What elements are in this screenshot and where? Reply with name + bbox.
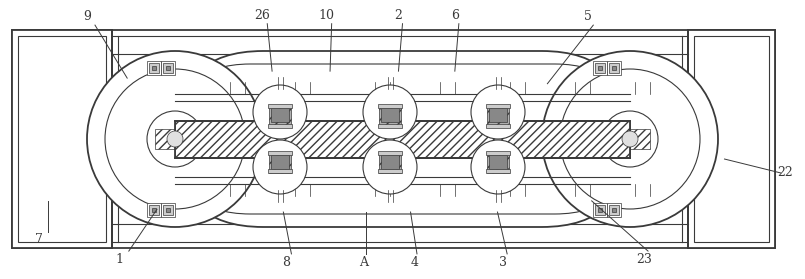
Bar xyxy=(610,129,650,149)
Text: 23: 23 xyxy=(636,253,652,266)
Bar xyxy=(609,63,619,73)
Bar xyxy=(378,124,402,128)
Bar xyxy=(152,208,156,212)
Circle shape xyxy=(471,85,525,139)
Bar xyxy=(593,61,607,75)
Bar xyxy=(152,66,156,70)
Circle shape xyxy=(542,51,718,227)
Bar xyxy=(12,30,112,248)
Circle shape xyxy=(602,111,658,167)
Bar xyxy=(269,153,291,173)
Bar xyxy=(688,30,775,248)
Bar xyxy=(487,153,509,173)
Bar xyxy=(166,66,170,70)
Bar xyxy=(609,205,619,215)
Bar xyxy=(268,151,292,155)
Bar xyxy=(486,104,510,108)
Bar xyxy=(271,155,289,169)
Bar xyxy=(271,108,289,122)
Bar xyxy=(268,124,292,128)
FancyBboxPatch shape xyxy=(175,64,630,214)
Circle shape xyxy=(560,69,700,209)
Text: 3: 3 xyxy=(499,256,507,269)
Bar xyxy=(598,66,602,70)
Bar xyxy=(12,30,775,248)
Bar xyxy=(161,61,175,75)
Text: 2: 2 xyxy=(394,9,402,22)
Bar xyxy=(163,63,173,73)
Bar xyxy=(18,36,106,242)
Bar xyxy=(147,203,161,217)
Bar xyxy=(155,129,195,149)
Circle shape xyxy=(147,111,203,167)
Bar xyxy=(598,208,602,212)
Circle shape xyxy=(253,85,307,139)
Bar xyxy=(149,205,159,215)
Bar xyxy=(381,108,399,122)
Bar xyxy=(612,66,616,70)
Circle shape xyxy=(471,140,525,194)
Text: 10: 10 xyxy=(318,9,334,22)
Bar xyxy=(161,203,175,217)
Bar xyxy=(486,124,510,128)
Bar xyxy=(166,208,170,212)
Bar xyxy=(486,169,510,173)
Bar xyxy=(612,208,616,212)
Circle shape xyxy=(622,131,638,147)
Text: 6: 6 xyxy=(451,9,459,22)
Bar xyxy=(593,203,607,217)
Bar xyxy=(269,106,291,126)
Bar xyxy=(607,203,621,217)
Bar xyxy=(378,151,402,155)
Bar xyxy=(595,63,605,73)
Circle shape xyxy=(105,69,245,209)
Bar xyxy=(268,169,292,173)
Text: 7: 7 xyxy=(35,234,43,246)
Bar xyxy=(268,104,292,108)
Bar xyxy=(487,106,509,126)
Bar xyxy=(175,121,630,158)
Circle shape xyxy=(363,85,417,139)
Text: 9: 9 xyxy=(83,10,91,23)
Bar xyxy=(381,155,399,169)
FancyBboxPatch shape xyxy=(175,51,630,227)
Bar xyxy=(607,61,621,75)
Bar xyxy=(378,104,402,108)
Bar xyxy=(163,205,173,215)
Bar xyxy=(149,63,159,73)
Text: A: A xyxy=(359,256,369,269)
Text: 8: 8 xyxy=(282,256,290,269)
Bar xyxy=(378,169,402,173)
Bar xyxy=(486,151,510,155)
Text: 4: 4 xyxy=(411,256,419,269)
Bar xyxy=(489,155,507,169)
Bar xyxy=(595,205,605,215)
Circle shape xyxy=(87,51,263,227)
Circle shape xyxy=(363,140,417,194)
Bar xyxy=(694,36,769,242)
Bar xyxy=(379,106,401,126)
Text: 26: 26 xyxy=(254,9,270,22)
Bar xyxy=(147,61,161,75)
Bar xyxy=(175,121,630,158)
Bar xyxy=(379,153,401,173)
Bar xyxy=(489,108,507,122)
Text: 5: 5 xyxy=(584,10,592,23)
Text: 22: 22 xyxy=(777,167,793,179)
Text: 1: 1 xyxy=(115,253,123,266)
Circle shape xyxy=(253,140,307,194)
Circle shape xyxy=(167,131,183,147)
Bar xyxy=(18,36,769,242)
